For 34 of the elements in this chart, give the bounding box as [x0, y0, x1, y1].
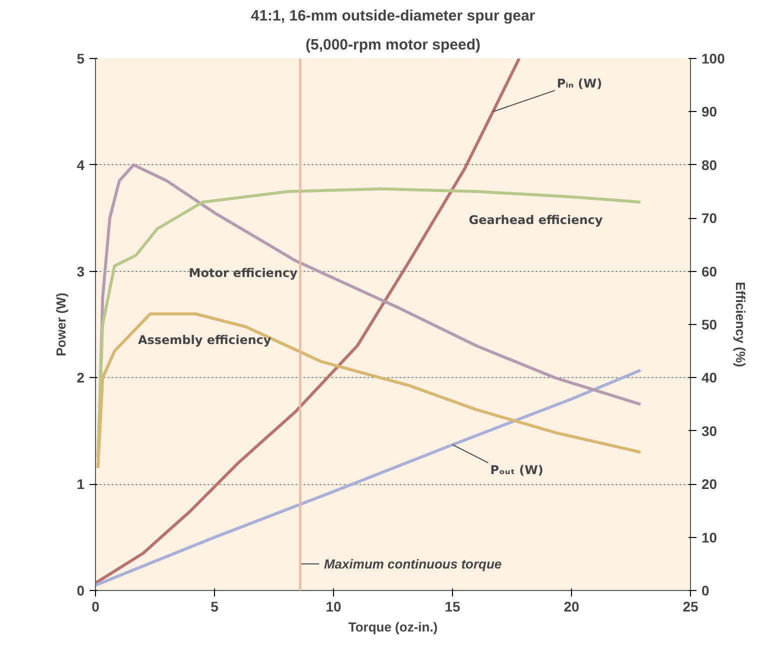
- chart-title: 41:1, 16-mm outside-diameter spur gear: [250, 8, 536, 24]
- x-tick-label: 15: [444, 598, 460, 614]
- y2-tick-label: 50: [702, 316, 718, 332]
- y-tick-label: 5: [76, 50, 85, 66]
- y-tick-label: 4: [76, 156, 85, 173]
- y2-tick-label: 30: [702, 422, 718, 439]
- y-tick-label: 3: [76, 263, 85, 280]
- series-label: Motor efficiency: [188, 266, 298, 280]
- y2-axis-title: Efficiency (%): [732, 282, 748, 368]
- x-tick-label: 20: [564, 598, 580, 614]
- x-tick-label: 5: [210, 598, 219, 614]
- chart-subtitle: (5,000-rpm motor speed): [305, 36, 481, 54]
- y2-tick-label: 70: [702, 210, 718, 226]
- y2-tick-label: 80: [702, 156, 718, 173]
- y-tick-label: 2: [76, 370, 85, 386]
- y-tick-label: 0: [76, 582, 85, 598]
- text: Pᵢₙ (W): [556, 76, 602, 90]
- y2-tick-label: 20: [702, 476, 718, 492]
- series-label: Assembly efficiency: [138, 333, 272, 348]
- ref-line-label: Maximum continuous torque: [324, 556, 502, 572]
- y2-tick-label: 100: [702, 50, 726, 66]
- y2-tick-label: 0: [702, 582, 710, 598]
- x-axis-title: Torque (oz-in.): [348, 620, 438, 634]
- series-label: Gearhead efficiency: [468, 212, 603, 227]
- y-axis-title: Power (W): [54, 292, 69, 356]
- y-tick-label: 1: [76, 476, 85, 492]
- y2-tick-label: 90: [702, 104, 718, 120]
- x-tick-label: 25: [682, 598, 698, 614]
- y2-tick-label: 10: [702, 529, 718, 546]
- y2-tick-label: 60: [702, 263, 718, 280]
- x-tick-label: 10: [326, 598, 342, 614]
- y2-tick-label: 40: [702, 370, 718, 386]
- x-tick-label: 0: [92, 598, 100, 614]
- text: Pₒᵤₜ (W): [490, 462, 544, 477]
